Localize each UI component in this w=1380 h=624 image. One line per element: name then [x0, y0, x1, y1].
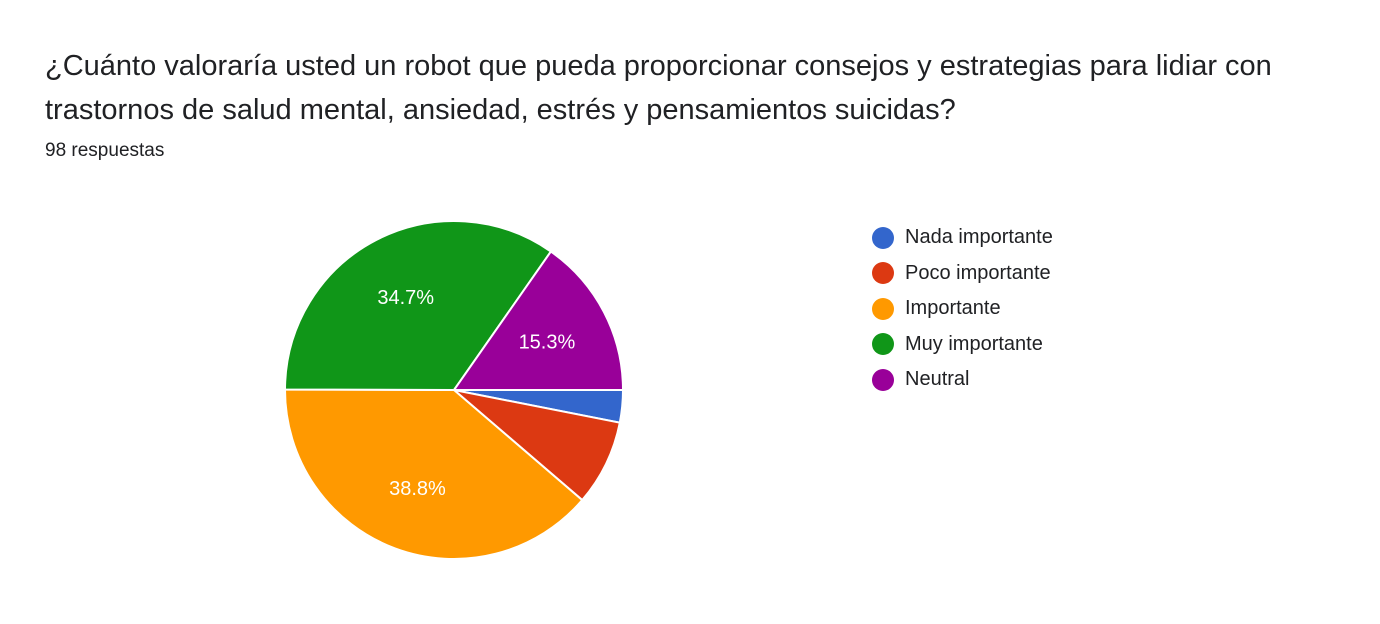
response-count: 98 respuestas — [45, 140, 165, 161]
legend-item-importante[interactable]: Importante — [872, 291, 1053, 327]
pie-slices — [283, 220, 625, 560]
legend-item-nada-importante[interactable]: Nada importante — [872, 220, 1053, 256]
chart-legend: Nada importante Poco importante Importante… — [872, 220, 1053, 398]
pie-slice-muy-importante[interactable] — [283, 220, 553, 392]
legend-item-muy-importante[interactable]: Muy importante — [872, 327, 1053, 363]
legend-label: Neutral — [905, 368, 970, 391]
legend-swatch — [872, 226, 894, 249]
legend-swatch — [872, 368, 894, 391]
pie-slice-importante[interactable] — [284, 388, 584, 560]
slice-label-importante: 38.8% — [389, 478, 446, 500]
pie-slice-neutral[interactable] — [452, 250, 625, 391]
legend-label: Poco importante — [905, 261, 1051, 284]
legend-label: Nada importante — [905, 226, 1053, 249]
legend-swatch — [872, 333, 894, 356]
legend-item-poco-importante[interactable]: Poco importante — [872, 256, 1053, 292]
legend-label: Muy importante — [905, 332, 1043, 355]
slice-label-neutral: 15.3% — [519, 332, 576, 354]
legend-swatch — [872, 297, 894, 320]
pie-slice-labels: 38.8% 34.7% 15.3% — [377, 287, 575, 500]
legend-item-neutral[interactable]: Neutral — [872, 362, 1053, 398]
pie-slice-poco-importante[interactable] — [450, 388, 621, 502]
question-title: ¿Cuánto valoraría usted un robot que pue… — [45, 50, 1272, 126]
slice-label-muy-importante: 34.7% — [377, 287, 434, 309]
legend-swatch — [872, 262, 894, 285]
legend-label: Importante — [905, 297, 1001, 320]
